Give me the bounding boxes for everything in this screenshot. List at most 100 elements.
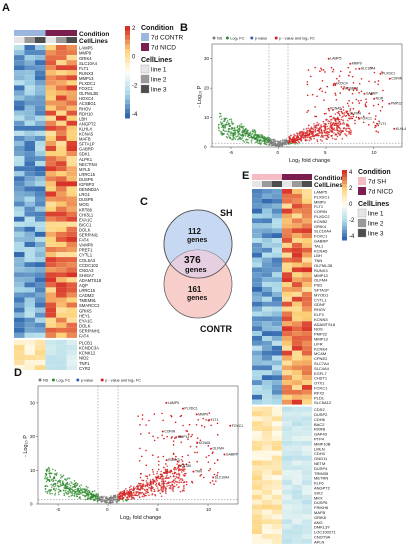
data-point <box>302 128 305 131</box>
heatmap-cell <box>262 238 272 243</box>
heatmap-cell <box>252 411 262 417</box>
heatmap-cell <box>66 344 77 350</box>
data-point <box>141 479 143 482</box>
heatmap-cell <box>262 494 272 500</box>
data-point <box>80 493 82 495</box>
heatmap-cell <box>252 365 262 371</box>
data-point <box>117 497 119 499</box>
data-point <box>59 481 62 484</box>
heatmap-cell <box>35 166 46 172</box>
heatmap-cell <box>66 317 77 323</box>
heatmap-cell <box>252 203 262 209</box>
data-point <box>338 113 341 116</box>
heatmap-cell <box>35 211 46 217</box>
heatmap-cell <box>302 242 312 248</box>
heatmap-cell <box>14 355 25 361</box>
data-point <box>286 142 289 144</box>
data-point <box>102 497 104 499</box>
heatmap-cell <box>14 55 25 61</box>
data-point <box>259 140 261 142</box>
heatmap-cell <box>66 176 77 182</box>
heatmap-cell <box>66 302 77 308</box>
heatmap-cell <box>56 302 67 308</box>
data-point <box>159 477 162 480</box>
heatmap-cell <box>14 110 25 116</box>
heatmap-cell <box>272 416 282 422</box>
data-point <box>300 139 302 141</box>
data-point <box>244 134 247 137</box>
data-point <box>182 424 184 427</box>
annotated-point <box>358 67 361 70</box>
data-point <box>303 136 306 139</box>
data-point <box>148 419 150 422</box>
data-point <box>208 469 210 472</box>
heatmap-cell <box>14 327 25 333</box>
venn-unit-contr: genes <box>187 295 207 302</box>
gene-label: APLN <box>314 539 325 544</box>
data-point <box>238 127 241 130</box>
data-point <box>151 468 154 471</box>
data-point <box>162 455 165 458</box>
data-point <box>260 142 263 144</box>
data-point <box>69 477 71 480</box>
data-point <box>175 484 178 486</box>
condition-cell <box>292 174 302 180</box>
heatmap-cell <box>302 316 312 322</box>
data-point <box>134 494 137 497</box>
heatmap-cell <box>292 189 302 194</box>
heatmap-cell <box>35 115 46 121</box>
data-point <box>166 469 168 471</box>
heatmap-cell <box>252 375 262 381</box>
data-point <box>264 143 266 145</box>
data-point <box>332 84 335 87</box>
legend-dot <box>100 378 104 382</box>
data-point <box>152 454 154 457</box>
heatmap-cell <box>56 241 67 247</box>
data-point <box>72 489 75 492</box>
x-axis-label: Log₂ fold change <box>289 158 330 164</box>
data-point <box>207 461 210 464</box>
data-point <box>160 475 163 478</box>
gene-label: METRN <box>314 476 328 481</box>
data-point <box>316 121 318 124</box>
data-point <box>307 109 310 112</box>
colorbar-step <box>342 205 347 209</box>
heatmap-cell <box>252 385 262 390</box>
legend-label: line 1 <box>368 211 384 218</box>
annotated-point <box>376 122 379 125</box>
data-point <box>78 485 81 488</box>
heatmap-cell <box>35 247 46 253</box>
colorbar-step <box>342 233 347 237</box>
gene-label: DUSP6 <box>79 177 94 182</box>
heatmap-cell <box>35 146 46 152</box>
data-point <box>86 488 88 491</box>
heatmap-cell <box>35 252 46 258</box>
data-point <box>142 479 145 482</box>
data-point <box>311 130 314 133</box>
gene-label: GRIK4 <box>314 224 327 229</box>
data-point <box>78 493 81 495</box>
data-point <box>176 463 178 465</box>
annotation-label: MMP9 <box>352 62 362 66</box>
data-point <box>135 485 138 488</box>
data-point <box>125 498 127 501</box>
data-point <box>187 433 190 435</box>
data-point <box>306 94 309 97</box>
data-point <box>312 130 315 133</box>
data-point <box>339 134 341 137</box>
data-point <box>232 129 235 132</box>
heatmap-cell <box>252 340 262 346</box>
data-point <box>223 124 225 127</box>
data-point <box>236 126 238 129</box>
data-point <box>205 456 208 458</box>
data-point <box>73 494 76 496</box>
data-point <box>102 498 104 501</box>
data-point <box>290 140 292 143</box>
heatmap-cell <box>35 65 46 71</box>
data-point <box>277 144 280 147</box>
data-point <box>337 125 340 128</box>
heatmap-cell <box>45 156 56 162</box>
data-point <box>332 109 334 111</box>
heatmap-cell <box>252 350 262 356</box>
data-point <box>259 143 262 145</box>
